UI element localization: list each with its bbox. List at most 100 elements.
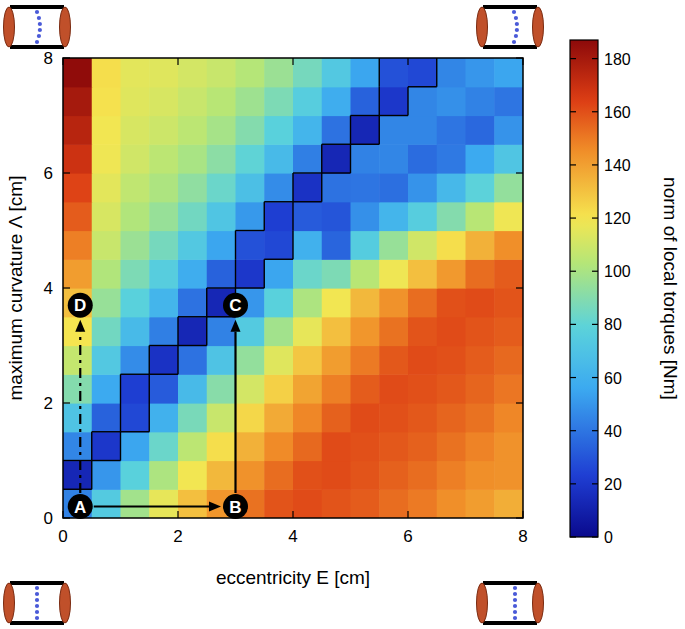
cell: [437, 231, 466, 260]
cell: [408, 374, 437, 403]
cell: [264, 58, 293, 87]
cell: [293, 202, 322, 231]
cell: [494, 461, 523, 490]
cell: [466, 116, 495, 145]
cell: [351, 288, 380, 317]
cell: [322, 231, 351, 260]
x-tick: [522, 58, 523, 65]
y-tick: [63, 172, 70, 173]
cell: [92, 58, 121, 87]
point-label: D: [74, 296, 86, 315]
geometry-icon: [4, 7, 71, 47]
cell: [351, 87, 380, 116]
cell: [408, 403, 437, 432]
cell: [207, 403, 236, 432]
cell: [178, 202, 207, 231]
cell: [149, 374, 178, 403]
cell: [121, 58, 150, 87]
cell: [264, 403, 293, 432]
cell: [121, 173, 150, 202]
geometry-icon: [4, 583, 71, 623]
cell: [149, 116, 178, 145]
cell: [121, 374, 150, 403]
colorbar-tick: [570, 217, 576, 218]
cell: [437, 202, 466, 231]
y-tick: [63, 57, 70, 58]
icon-dot: [35, 592, 39, 596]
contour: [292, 231, 293, 260]
cell: [121, 489, 150, 518]
arrow: [234, 332, 236, 493]
cell: [322, 58, 351, 87]
cell: [149, 58, 178, 87]
cell: [149, 259, 178, 288]
cell: [236, 346, 265, 375]
cell: [264, 173, 293, 202]
contour: [322, 144, 351, 145]
colorbar-tick-label: 40: [604, 423, 622, 440]
cell: [494, 489, 523, 518]
cell: [437, 461, 466, 490]
icon-end: [533, 7, 544, 47]
cell: [466, 144, 495, 173]
icon-dot: [38, 28, 42, 32]
contour: [121, 374, 150, 375]
cell: [293, 87, 322, 116]
cell: [264, 202, 293, 231]
icon-wall: [10, 5, 64, 9]
contour: [351, 144, 380, 145]
contour: [351, 115, 380, 116]
icon-dot: [513, 604, 517, 608]
cell: [264, 374, 293, 403]
cell: [379, 58, 408, 87]
cell: [351, 202, 380, 231]
y-tick: [516, 287, 523, 288]
cell: [264, 346, 293, 375]
contour: [408, 86, 437, 87]
cell: [121, 87, 150, 116]
colorbar-tick: [592, 430, 598, 431]
cell: [351, 58, 380, 87]
contour: [264, 259, 293, 260]
cell: [236, 58, 265, 87]
cell: [207, 259, 236, 288]
point: [223, 494, 248, 519]
icon-dot: [35, 40, 39, 44]
cell: [63, 461, 92, 490]
cell: [149, 346, 178, 375]
contour: [121, 431, 150, 432]
icon-dot: [512, 10, 516, 14]
cell: [63, 202, 92, 231]
colorbar-tick: [592, 483, 598, 484]
cell: [264, 259, 293, 288]
contour: [149, 345, 178, 346]
cell: [149, 87, 178, 116]
x-tick-label: 4: [288, 527, 297, 546]
arrow-head: [75, 320, 85, 332]
colorbar-tick: [570, 324, 576, 325]
colorbar-tick-label: 180: [604, 51, 631, 68]
colorbar-tick-label: 140: [604, 157, 631, 174]
cell: [494, 259, 523, 288]
icon-end: [533, 583, 544, 623]
cell: [92, 317, 121, 346]
cell: [379, 259, 408, 288]
contour: [178, 345, 207, 346]
cell: [351, 403, 380, 432]
cell: [207, 374, 236, 403]
cell: [207, 231, 236, 260]
cell: [379, 144, 408, 173]
cell: [408, 259, 437, 288]
icon-dot: [35, 616, 39, 620]
icon-dot: [515, 22, 519, 26]
cell: [63, 403, 92, 432]
cell: [494, 116, 523, 145]
cell: [236, 87, 265, 116]
contour: [207, 287, 236, 288]
colorbar: [570, 40, 598, 537]
contour: [379, 58, 380, 87]
cell: [437, 346, 466, 375]
icon-dot: [513, 592, 517, 596]
cell: [236, 403, 265, 432]
cell: [264, 87, 293, 116]
